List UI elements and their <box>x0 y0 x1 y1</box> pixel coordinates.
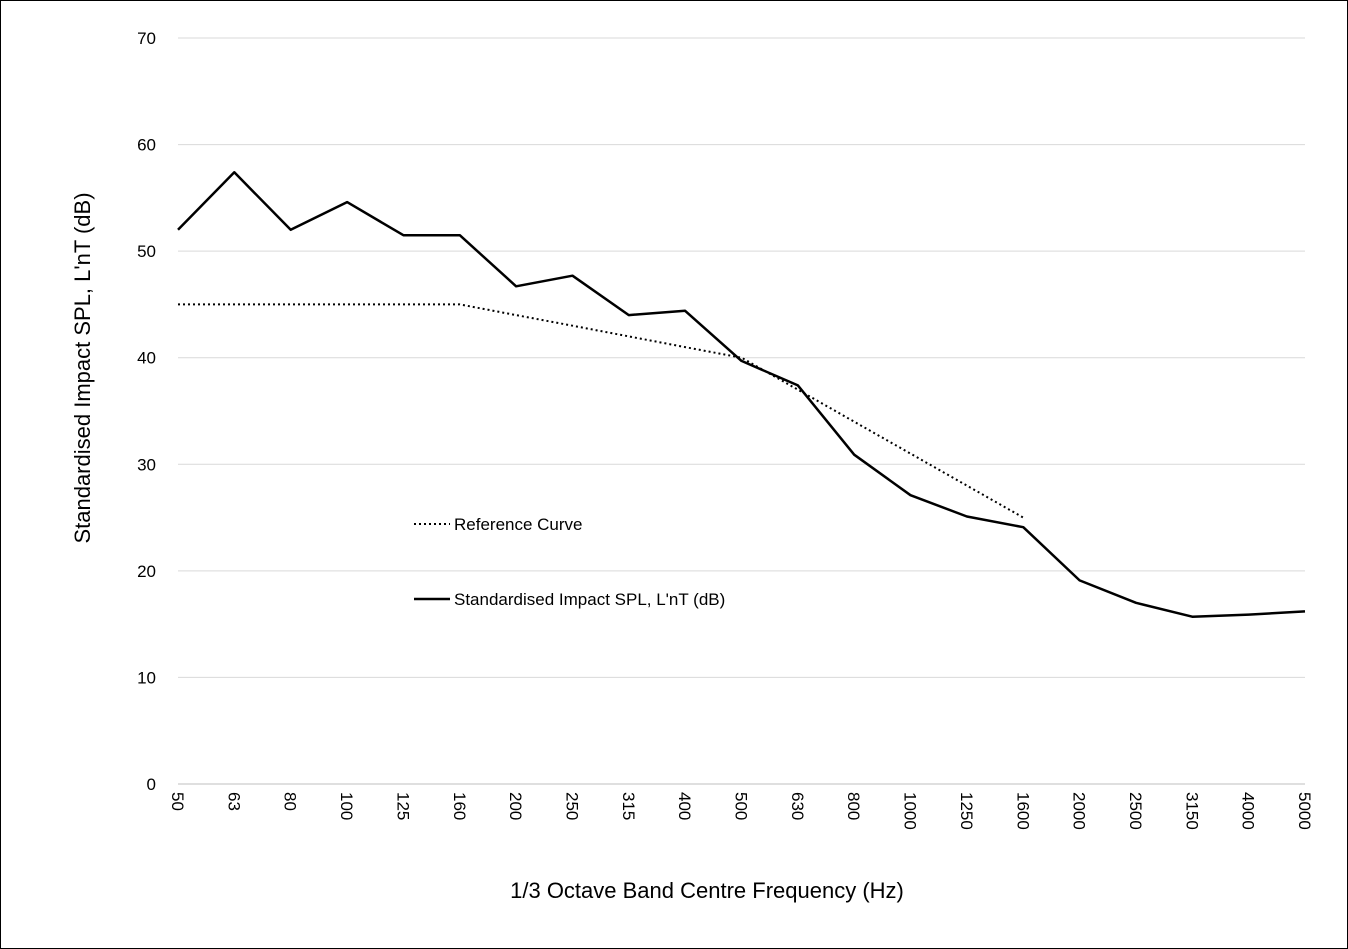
y-axis-title: Standardised Impact SPL, L'nT (dB) <box>70 192 95 543</box>
y-tick-label: 30 <box>137 455 156 474</box>
x-tick-label: 100 <box>337 792 356 820</box>
series-line-impact-spl <box>177 171 1306 618</box>
x-axis-title: 1/3 Octave Band Centre Frequency (Hz) <box>510 878 904 903</box>
x-tick-label: 125 <box>393 792 412 820</box>
y-tick-label: 0 <box>147 775 156 794</box>
x-tick-label: 4000 <box>1239 792 1258 830</box>
x-tick-label: 1000 <box>901 792 920 830</box>
x-tick-label: 500 <box>732 792 751 820</box>
x-tick-label: 80 <box>281 792 300 811</box>
x-tick-label: 400 <box>675 792 694 820</box>
x-tick-label: 800 <box>844 792 863 820</box>
y-tick-label: 40 <box>137 349 156 368</box>
y-tick-label: 20 <box>137 562 156 581</box>
legend-label-reference-curve: Reference Curve <box>454 515 583 534</box>
x-tick-label: 63 <box>224 792 243 811</box>
y-axis-ticks: 0 10 20 30 40 50 60 70 <box>137 29 156 794</box>
x-tick-label: 630 <box>788 792 807 820</box>
x-tick-label: 1250 <box>957 792 976 830</box>
x-tick-label: 3150 <box>1182 792 1201 830</box>
x-tick-label: 2000 <box>1070 792 1089 830</box>
x-tick-label: 1600 <box>1013 792 1032 830</box>
y-tick-label: 10 <box>137 668 156 687</box>
x-tick-label: 200 <box>506 792 525 820</box>
x-tick-label: 160 <box>450 792 469 820</box>
gridlines <box>178 37 1305 785</box>
x-axis-ticks: 50 63 80 100 125 160 200 250 315 400 500 630 800 1000… <box>168 792 1314 830</box>
y-tick-label: 70 <box>137 29 156 48</box>
series-layer <box>177 171 1306 618</box>
x-tick-label: 50 <box>168 792 187 811</box>
x-tick-label: 250 <box>562 792 581 820</box>
y-tick-label: 60 <box>137 136 156 155</box>
x-tick-label: 315 <box>619 792 638 820</box>
x-tick-label: 2500 <box>1126 792 1145 830</box>
x-tick-label: 5000 <box>1295 792 1314 830</box>
legend: Reference Curve Standardised Impact SPL,… <box>414 515 725 609</box>
legend-label-impact-spl: Standardised Impact SPL, L'nT (dB) <box>454 590 725 609</box>
series-line-reference-curve <box>178 303 1024 519</box>
y-tick-label: 50 <box>137 242 156 261</box>
